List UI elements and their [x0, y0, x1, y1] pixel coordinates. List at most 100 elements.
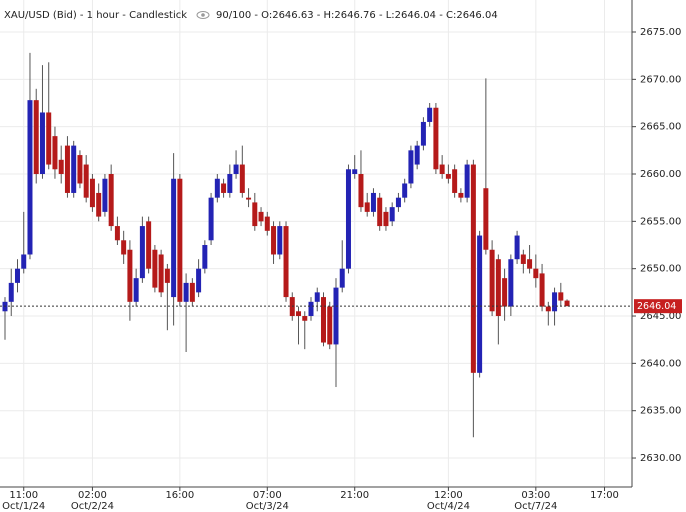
candle-body — [114, 226, 120, 241]
candle-body — [33, 100, 39, 175]
candle-body — [64, 145, 70, 193]
candle-body — [458, 192, 464, 198]
candle-body — [527, 259, 533, 269]
candle-body — [52, 136, 58, 170]
candle-body — [233, 164, 239, 175]
x-date-label: Oct/2/24 — [71, 501, 114, 512]
candle-body — [352, 169, 358, 175]
candle-body — [339, 268, 345, 288]
candle-body — [539, 273, 545, 307]
candle-body — [202, 245, 208, 269]
candle-body — [108, 174, 114, 227]
x-tick-label: 17:00 — [590, 490, 619, 501]
candle-body — [502, 278, 508, 307]
candle-body — [102, 178, 108, 212]
candle-body — [302, 316, 308, 321]
chart-subtitle: 90/100 - O:2646.63 - H:2646.76 - L:2646.… — [216, 10, 498, 21]
candle-body — [89, 178, 95, 208]
x-date-label: Oct/7/24 — [514, 501, 557, 512]
candle-body — [133, 278, 139, 302]
candle-body — [127, 249, 133, 302]
candle-body — [246, 197, 252, 200]
candle-body — [314, 292, 320, 302]
candle-body — [8, 282, 14, 302]
y-tick-label: 2635.00 — [640, 406, 681, 417]
y-tick-label: 2660.00 — [640, 169, 681, 180]
candle-body — [489, 249, 495, 312]
eye-icon — [196, 11, 210, 19]
candle-body — [46, 112, 52, 165]
candle-body — [470, 164, 476, 373]
candle-body — [452, 169, 458, 193]
candle-body — [296, 311, 302, 317]
candle-body — [271, 226, 277, 255]
y-tick-label: 2640.00 — [640, 358, 681, 369]
candle-body — [189, 282, 195, 302]
candle-body — [564, 300, 570, 307]
x-tick-label: 07:00 — [253, 490, 282, 501]
candle-body — [327, 306, 333, 345]
x-date-label: Oct/3/24 — [246, 501, 289, 512]
candle-body — [308, 301, 314, 317]
x-tick-label: 21:00 — [340, 490, 369, 501]
candle-body — [177, 178, 183, 302]
candle-body — [71, 145, 77, 193]
candle-body — [183, 282, 189, 302]
candle-body — [345, 169, 351, 269]
candle-body — [552, 292, 558, 312]
candle-body — [239, 164, 245, 193]
candle-body — [370, 192, 376, 212]
x-tick-label: 16:00 — [165, 490, 194, 501]
candle-body — [333, 287, 339, 345]
y-tick-label: 2665.00 — [640, 122, 681, 133]
candle-body — [364, 202, 370, 212]
candle-body — [439, 164, 445, 175]
candle-body — [27, 100, 33, 255]
candle-body — [483, 188, 489, 250]
last-price-box — [634, 299, 682, 314]
last-price-label: 2646.04 — [637, 301, 676, 312]
candle-body — [264, 216, 270, 231]
candle-body — [402, 183, 408, 198]
candle-body — [252, 202, 258, 227]
candle-body — [389, 207, 395, 222]
candle-body — [227, 174, 233, 193]
candle-body — [508, 259, 514, 307]
candle-body — [146, 221, 152, 269]
candle-body — [383, 211, 389, 227]
candle-body — [164, 268, 170, 283]
candle-body — [283, 226, 289, 298]
candle-body — [408, 150, 414, 184]
candle-body — [77, 155, 83, 184]
candle-body — [208, 197, 214, 241]
candle-body — [558, 292, 564, 301]
candle-body — [14, 268, 20, 283]
x-tick-label: 03:00 — [521, 490, 550, 501]
candle-body — [433, 107, 439, 170]
candle-body — [445, 174, 451, 179]
candle-body — [58, 159, 64, 175]
candle-body — [358, 174, 364, 208]
y-tick-label: 2630.00 — [640, 453, 681, 464]
candle-body — [377, 197, 383, 227]
x-tick-label: 02:00 — [78, 490, 107, 501]
candle-body — [477, 235, 483, 373]
candle-body — [171, 178, 177, 298]
candle-body — [21, 254, 27, 269]
y-tick-label: 2675.00 — [640, 27, 681, 38]
candle-body — [427, 107, 433, 122]
candle-body — [320, 297, 326, 343]
y-tick-label: 2670.00 — [640, 74, 681, 85]
y-tick-label: 2645.00 — [640, 311, 681, 322]
candle-body — [514, 235, 520, 260]
candle-body — [139, 226, 145, 279]
candle-body — [520, 254, 526, 264]
candle-body — [152, 249, 158, 288]
candle-body — [464, 164, 470, 198]
candle-body — [96, 192, 102, 217]
candle-body — [221, 183, 227, 193]
candle-body — [121, 240, 127, 255]
candle-body — [39, 112, 45, 175]
